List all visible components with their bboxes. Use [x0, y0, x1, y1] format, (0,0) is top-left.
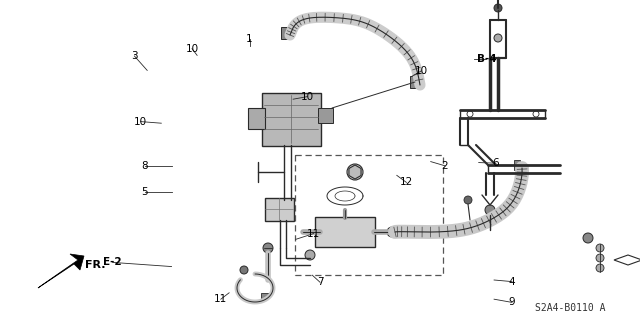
- Text: 11: 11: [307, 228, 320, 239]
- Circle shape: [347, 164, 363, 180]
- Circle shape: [305, 250, 315, 260]
- Text: FR.: FR.: [85, 260, 106, 270]
- Circle shape: [596, 264, 604, 272]
- Bar: [295, 155, 443, 275]
- Circle shape: [390, 227, 400, 237]
- Circle shape: [596, 254, 604, 262]
- Text: S2A4-B0110 A: S2A4-B0110 A: [535, 303, 605, 313]
- FancyBboxPatch shape: [264, 197, 294, 220]
- Text: 5: 5: [141, 187, 148, 197]
- Bar: [410, 76, 420, 88]
- Text: 11: 11: [214, 294, 227, 304]
- Bar: [261, 293, 269, 298]
- FancyBboxPatch shape: [315, 217, 375, 247]
- Polygon shape: [38, 254, 84, 288]
- Text: 12: 12: [400, 177, 413, 188]
- Text: 4: 4: [509, 276, 515, 287]
- Text: 2: 2: [442, 161, 448, 171]
- Circle shape: [467, 111, 473, 117]
- Text: 7: 7: [317, 277, 323, 287]
- Text: 10: 10: [134, 116, 147, 127]
- Text: 9: 9: [509, 297, 515, 308]
- Text: 6: 6: [493, 158, 499, 168]
- Text: E-2: E-2: [103, 257, 122, 268]
- Text: 1: 1: [246, 34, 253, 44]
- Circle shape: [240, 266, 248, 274]
- FancyBboxPatch shape: [317, 108, 333, 123]
- Circle shape: [596, 244, 604, 252]
- Polygon shape: [614, 255, 640, 265]
- Text: 10: 10: [301, 92, 314, 102]
- Text: 8: 8: [141, 161, 148, 172]
- Circle shape: [583, 233, 593, 243]
- Text: 3: 3: [131, 51, 138, 61]
- Text: B-4: B-4: [477, 54, 496, 64]
- Text: 10: 10: [186, 44, 198, 54]
- FancyBboxPatch shape: [262, 92, 321, 146]
- Bar: [281, 27, 291, 39]
- Bar: [514, 160, 520, 170]
- Circle shape: [494, 34, 502, 42]
- Circle shape: [387, 227, 397, 237]
- FancyBboxPatch shape: [248, 108, 264, 129]
- Circle shape: [464, 196, 472, 204]
- Circle shape: [533, 111, 539, 117]
- Circle shape: [263, 243, 273, 253]
- Circle shape: [494, 4, 502, 12]
- Circle shape: [517, 166, 523, 172]
- Circle shape: [485, 205, 495, 215]
- Text: 10: 10: [415, 66, 428, 76]
